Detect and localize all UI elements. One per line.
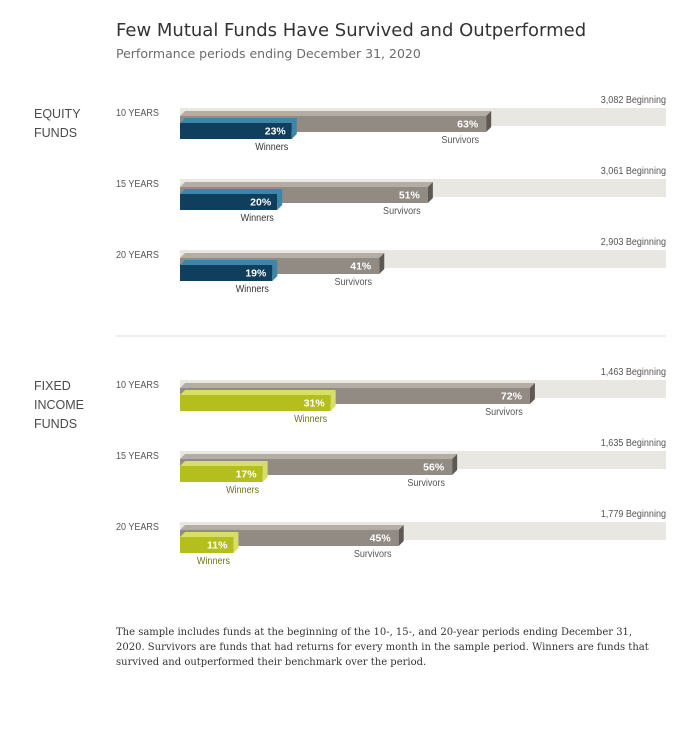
winners-bar-top (180, 260, 278, 265)
period-label: 15 YEARS (116, 450, 159, 462)
survivors-text-label: Survivors (485, 406, 523, 418)
winners-bar (180, 537, 234, 553)
winners-text-label: Winners (255, 141, 288, 153)
survivors-bar-top (180, 383, 535, 388)
winners-text-label: Winners (241, 212, 274, 224)
beginning-count-label: 3,082 Beginning (601, 94, 666, 106)
winners-bar-top (180, 390, 336, 395)
winners-bar-side (272, 260, 278, 281)
survivors-bar-side (486, 111, 492, 132)
winners-bar (180, 123, 292, 139)
survivors-bar-side (427, 182, 433, 203)
survivors-value-label: 56% (423, 462, 445, 474)
winners-value-label: 11% (207, 540, 228, 552)
period-label: 10 YEARS (116, 107, 159, 119)
winners-bar-top (180, 532, 239, 537)
survivors-text-label: Survivors (354, 548, 392, 560)
survivors-text-label: Survivors (383, 205, 421, 217)
winners-bar (180, 194, 278, 210)
period-label: 10 YEARS (116, 379, 159, 391)
survivors-value-label: 41% (350, 261, 372, 273)
winners-bar (180, 466, 263, 482)
winners-text-label: Winners (294, 413, 327, 425)
period-label: 15 YEARS (116, 178, 159, 190)
winners-bar-side (262, 461, 268, 482)
group-label-line: FUNDS (34, 126, 77, 140)
beginning-count-label: 1,463 Beginning (601, 366, 666, 378)
group-label-line: INCOME (34, 398, 84, 412)
winners-bar-top (180, 461, 268, 466)
winners-bar (180, 265, 273, 281)
survivors-bar-top (180, 253, 385, 258)
survivors-value-label: 63% (457, 119, 479, 131)
period-label: 20 YEARS (116, 521, 159, 533)
winners-text-label: Winners (197, 555, 230, 567)
survivors-bar-side (398, 525, 404, 546)
winners-value-label: 17% (236, 469, 258, 481)
survivors-bar-top (180, 182, 433, 187)
winners-text-label: Winners (236, 283, 269, 295)
survivors-bar-side (379, 253, 385, 274)
mutual-funds-bar-chart: EQUITY FUNDS 3,082 Beginning 10 YEARS 63% Sur… (34, 94, 666, 567)
period-label: 20 YEARS (116, 249, 159, 261)
winners-bar-top (180, 118, 297, 123)
winners-value-label: 23% (265, 126, 287, 138)
winners-bar (180, 395, 331, 411)
winners-bar-side (233, 532, 239, 553)
beginning-count-label: 3,061 Beginning (601, 165, 666, 177)
survivors-value-label: 45% (370, 533, 392, 545)
survivors-value-label: 72% (501, 391, 523, 403)
group-label-line: FIXED (34, 379, 71, 393)
survivors-text-label: Survivors (441, 134, 479, 146)
winners-bar-top (180, 189, 283, 194)
winners-value-label: 20% (250, 197, 272, 209)
winners-bar-side (277, 189, 283, 210)
beginning-count-label: 1,779 Beginning (601, 508, 666, 520)
beginning-count-label: 2,903 Beginning (601, 236, 666, 248)
survivors-text-label: Survivors (334, 276, 372, 288)
winners-text-label: Winners (226, 484, 259, 496)
survivors-bar-top (180, 525, 404, 530)
survivors-text-label: Survivors (407, 477, 445, 489)
chart-title: Few Mutual Funds Have Survived and Outpe… (116, 20, 587, 41)
footnote: The sample includes funds at the beginni… (116, 627, 649, 668)
winners-bar-side (291, 118, 297, 139)
survivors-bar-top (180, 111, 492, 116)
survivors-value-label: 51% (399, 190, 421, 202)
winners-value-label: 19% (245, 268, 267, 280)
survivors-bar-top (180, 454, 458, 459)
group-label-line: EQUITY (34, 107, 81, 121)
winners-value-label: 31% (304, 398, 326, 410)
survivors-bar-side (529, 383, 535, 404)
winners-bar-side (330, 390, 336, 411)
survivors-bar-side (452, 454, 458, 475)
chart-subtitle: Performance periods ending December 31, … (116, 46, 421, 61)
group-label-line: FUNDS (34, 417, 77, 431)
beginning-count-label: 1,635 Beginning (601, 437, 666, 449)
